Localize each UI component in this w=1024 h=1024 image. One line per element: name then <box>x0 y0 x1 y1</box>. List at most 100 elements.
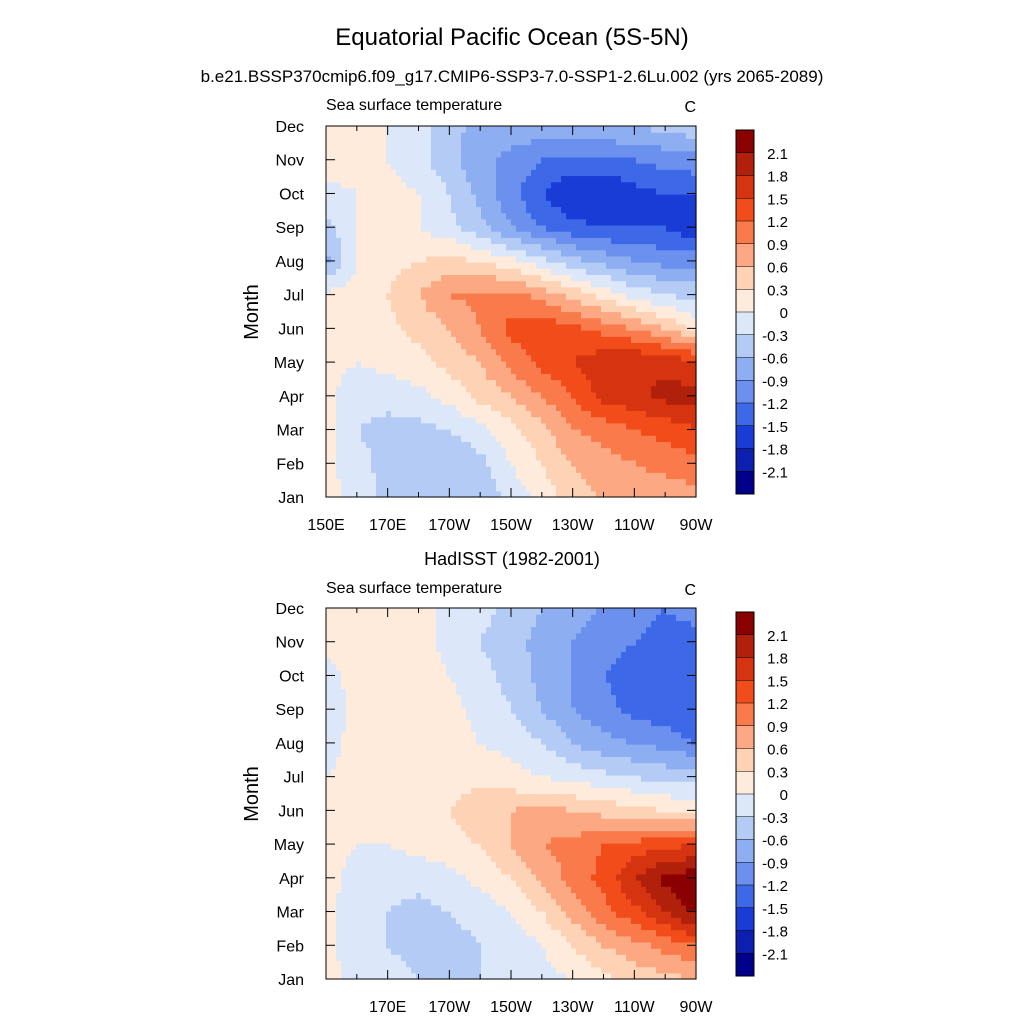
sst-cell <box>431 367 437 374</box>
sst-cell <box>686 478 692 486</box>
sst-cell <box>521 243 527 251</box>
sst-cell <box>496 404 502 412</box>
sst-cell <box>551 478 557 486</box>
sst-cell <box>591 966 597 974</box>
sst-cell <box>331 138 337 146</box>
sst-cell <box>331 490 337 498</box>
sst-cell <box>691 218 697 226</box>
sst-cell <box>531 385 537 393</box>
sst-cell <box>481 187 487 195</box>
sst-cell <box>416 286 422 294</box>
sst-cell <box>506 379 512 387</box>
sst-cell <box>386 972 392 980</box>
sst-cell <box>586 224 592 232</box>
sst-cell <box>441 231 447 238</box>
sst-cell <box>691 243 697 251</box>
sst-cell <box>341 305 347 313</box>
sst-cell <box>456 249 462 257</box>
sst-cell <box>361 255 367 263</box>
sst-cell <box>686 311 692 319</box>
y-tick-label: Oct <box>279 186 304 203</box>
sst-cell <box>656 262 662 269</box>
sst-cell <box>461 144 467 152</box>
sst-cell <box>681 490 687 498</box>
sst-cell <box>631 156 637 164</box>
sst-cell <box>551 323 557 331</box>
sst-cell <box>666 367 672 374</box>
sst-cell <box>551 243 557 251</box>
sst-cell <box>596 200 602 207</box>
colorbar-swatch <box>736 312 754 336</box>
sst-cell <box>346 274 352 282</box>
sst-cell <box>676 249 682 257</box>
sst-cell <box>691 330 697 337</box>
sst-cell <box>431 490 437 498</box>
sst-cell <box>356 472 362 480</box>
sst-cell <box>481 274 487 282</box>
sst-cell <box>496 126 502 133</box>
sst-cell <box>601 453 607 461</box>
sst-cell <box>576 490 582 498</box>
sst-cell <box>551 126 557 133</box>
sst-cell <box>516 354 522 362</box>
sst-cell <box>506 194 512 201</box>
sst-cell <box>691 367 697 374</box>
sst-cell <box>686 379 692 387</box>
sst-cell <box>601 379 607 387</box>
sst-cell <box>516 367 522 374</box>
sst-cell <box>621 948 627 955</box>
sst-cell <box>501 243 507 251</box>
sst-cell <box>346 150 352 158</box>
sst-cell <box>551 299 557 306</box>
sst-cell <box>376 156 382 164</box>
sst-cell <box>671 243 677 251</box>
sst-cell <box>426 472 432 480</box>
sst-cell <box>606 268 612 275</box>
sst-cell <box>571 435 577 442</box>
sst-cell <box>496 237 502 245</box>
sst-cell <box>591 490 597 498</box>
sst-cell <box>351 200 357 207</box>
sst-cell <box>336 391 342 399</box>
sst-cell <box>686 218 692 226</box>
sst-cell <box>596 292 602 300</box>
sst-cell <box>466 274 472 282</box>
sst-cell <box>626 385 632 393</box>
sst-cell <box>376 435 382 442</box>
sst-cell <box>396 268 402 275</box>
sst-cell <box>576 404 582 412</box>
sst-cell <box>656 292 662 300</box>
sst-cell <box>586 280 592 288</box>
sst-cell <box>616 330 622 337</box>
sst-cell <box>441 435 447 442</box>
sst-cell <box>501 416 507 424</box>
sst-cell <box>386 317 392 325</box>
sst-cell <box>326 330 332 337</box>
sst-cell <box>641 360 647 368</box>
sst-cell <box>561 231 567 238</box>
sst-cell <box>326 231 332 238</box>
sst-cell <box>576 187 582 195</box>
sst-cell <box>481 150 487 158</box>
sst-cell <box>651 354 657 362</box>
sst-cell <box>591 317 597 325</box>
sst-cell <box>686 187 692 195</box>
sst-cell <box>626 181 632 189</box>
colorbar-swatch <box>736 380 754 404</box>
sst-cell <box>406 398 412 405</box>
sst-cell <box>611 305 617 313</box>
sst-cell <box>611 472 617 480</box>
sst-cell <box>556 181 562 189</box>
sst-cell <box>451 249 457 257</box>
sst-cell <box>636 231 642 238</box>
sst-cell <box>366 323 372 331</box>
sst-cell <box>606 262 612 269</box>
sst-cell <box>646 299 652 306</box>
sst-cell <box>606 181 612 189</box>
sst-cell <box>446 311 452 319</box>
sst-cell <box>576 224 582 232</box>
sst-cell <box>551 373 557 381</box>
sst-cell <box>636 422 642 430</box>
sst-cell <box>426 391 432 399</box>
sst-cell <box>631 268 637 275</box>
